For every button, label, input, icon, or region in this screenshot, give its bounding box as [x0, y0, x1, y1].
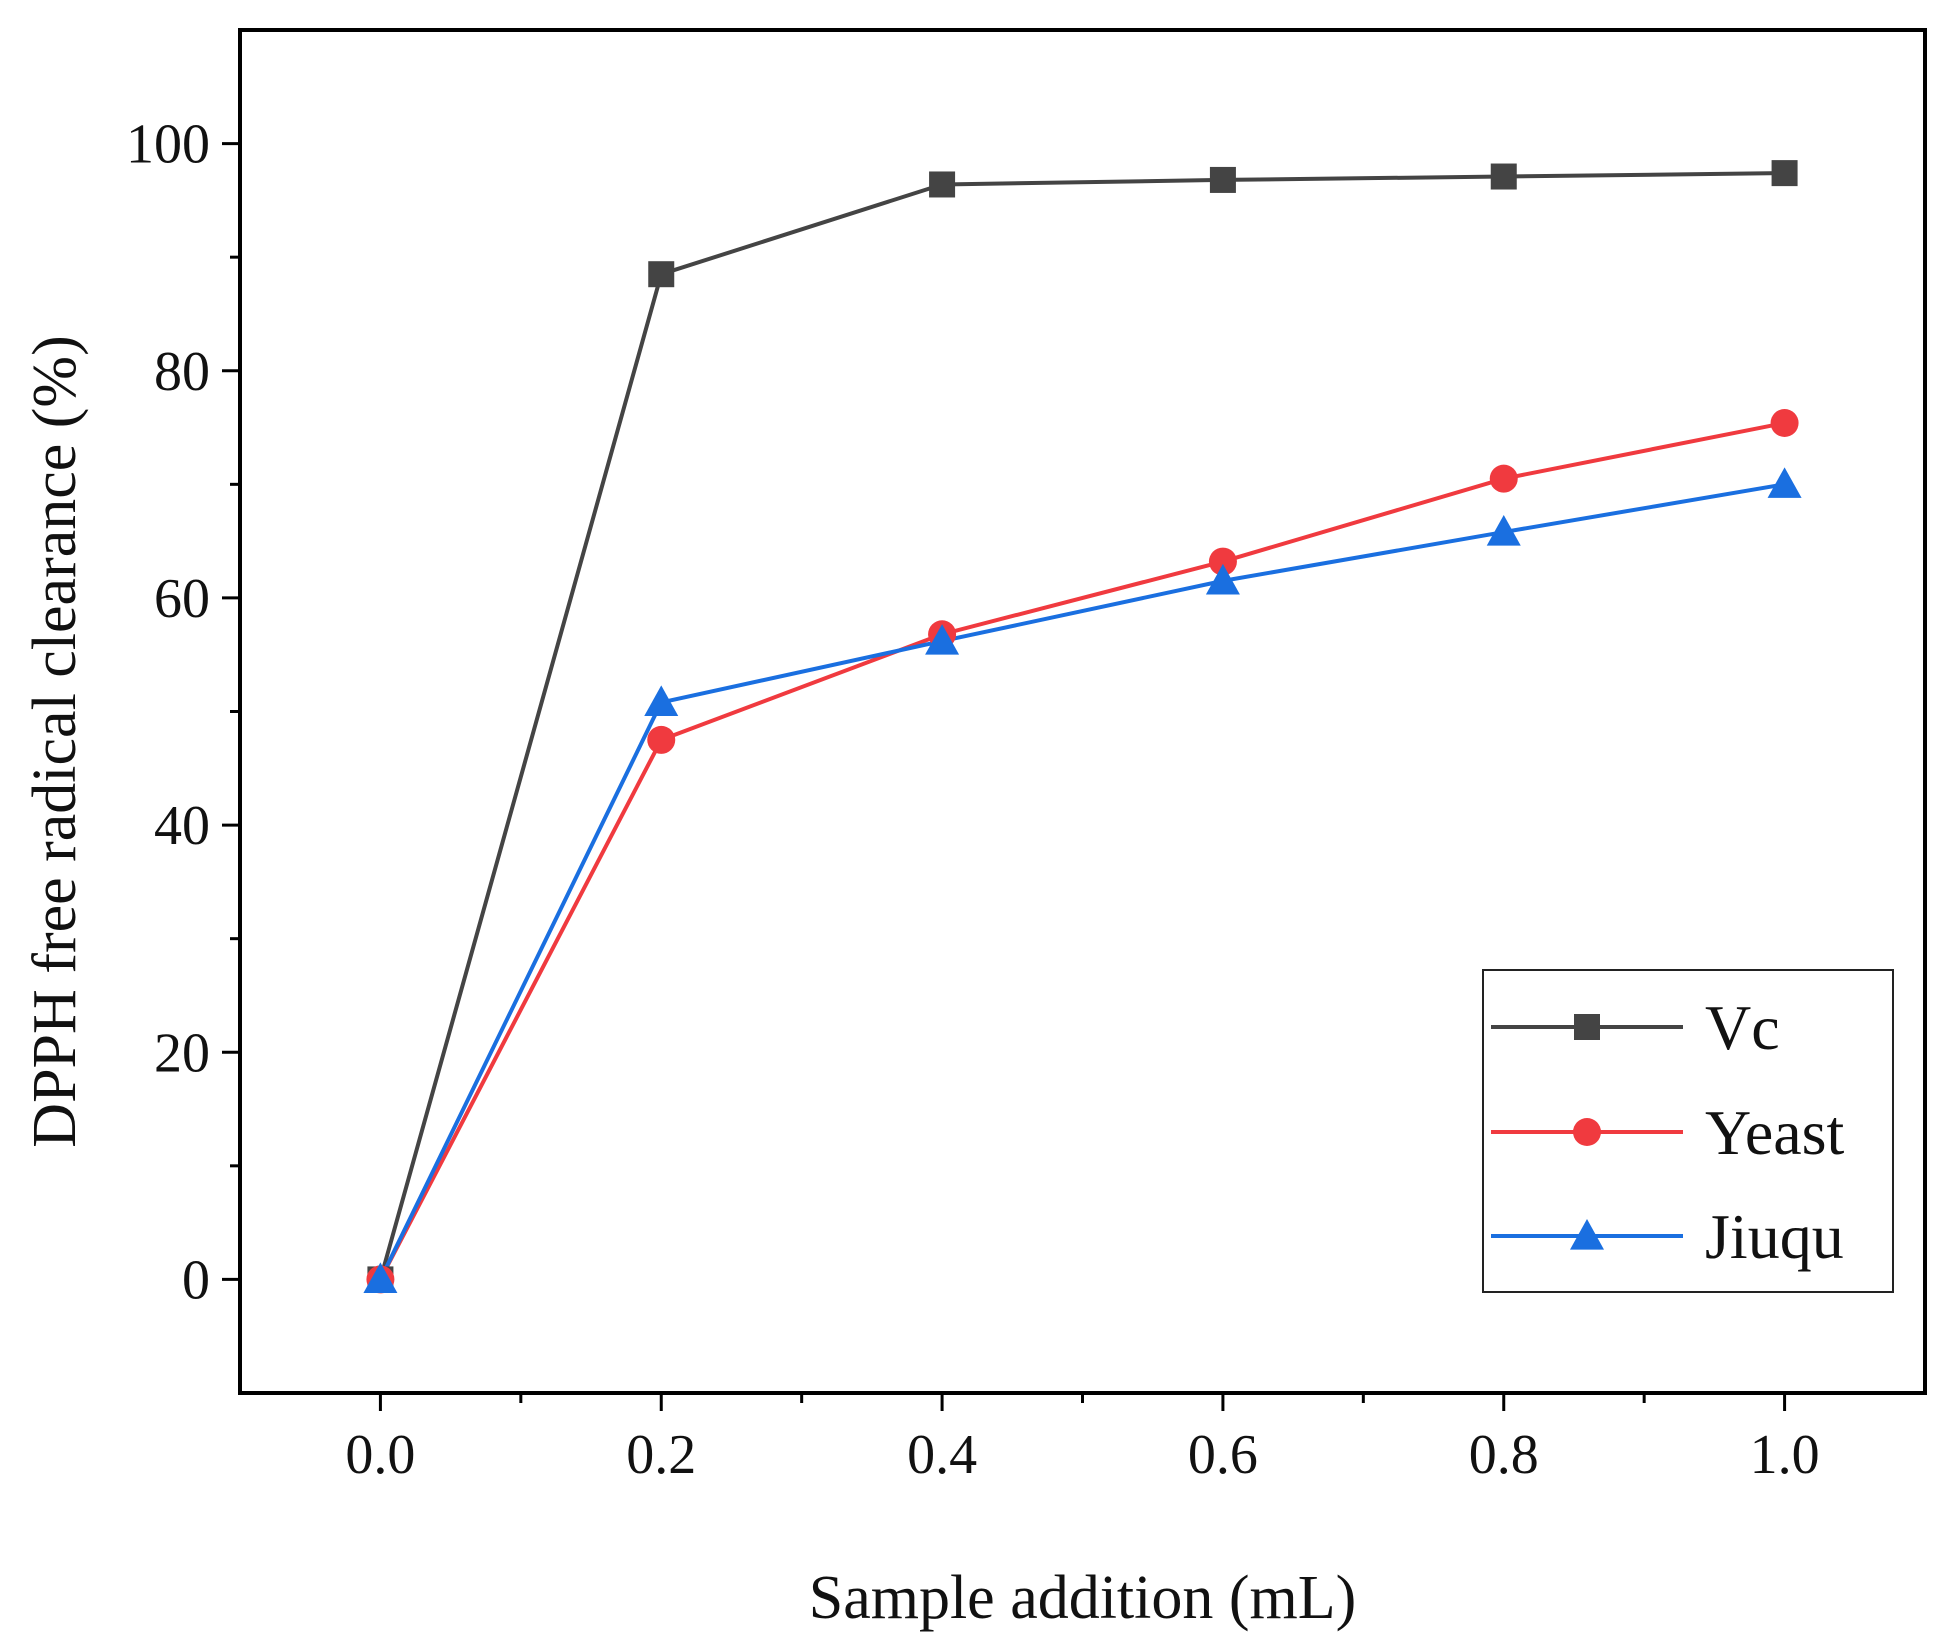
data-point-jiuqu: [644, 685, 679, 717]
y-tick-label: 80: [154, 341, 210, 403]
y-tick-label: 0: [182, 1249, 210, 1311]
y-tick-label: 60: [154, 568, 210, 630]
legend-label-jiuqu: Jiuqu: [1705, 1201, 1844, 1272]
data-point-yeast: [1489, 464, 1518, 493]
legend-label-yeast: Yeast: [1705, 1097, 1845, 1168]
data-point-jiuqu: [1205, 563, 1240, 595]
x-tick-label: 0.0: [345, 1424, 415, 1486]
series-line-yeast: [378, 421, 1785, 1281]
legend-marker-yeast: [1573, 1118, 1601, 1146]
data-point-jiuqu: [1486, 515, 1521, 546]
data-point-vc: [648, 261, 675, 288]
y-tick-label: 40: [154, 795, 210, 857]
data-point-vc: [1209, 166, 1236, 193]
x-tick-label: 0.2: [626, 1424, 696, 1486]
y-tick-label: 100: [126, 114, 210, 176]
series-line-jiuqu: [378, 482, 1785, 1281]
y-tick-label: 20: [154, 1022, 210, 1084]
data-point-yeast: [1208, 547, 1237, 576]
y-axis-title: DPPH free radical clearance (%): [21, 335, 89, 1147]
legend: Vc Yeast Jiuqu: [1482, 969, 1894, 1293]
data-point-jiuqu: [925, 624, 960, 655]
legend-marker-jiuqu: [1570, 1219, 1604, 1250]
data-point-vc: [1490, 163, 1517, 190]
x-axis-title: Sample addition (mL): [809, 1564, 1357, 1632]
x-tick-label: 0.8: [1469, 1424, 1539, 1486]
x-tick-label: 1.0: [1750, 1424, 1820, 1486]
series-line-vc: [378, 171, 1785, 1280]
data-point-vc: [1771, 160, 1798, 187]
legend-marker-vc: [1574, 1014, 1600, 1040]
x-tick-label: 0.6: [1188, 1424, 1258, 1486]
data-point-yeast: [647, 725, 676, 754]
data-point-yeast: [1770, 408, 1799, 437]
data-point-vc: [929, 171, 956, 198]
legend-label-vc: Vc: [1705, 992, 1780, 1063]
plot-area: 0.0 0.2 0.4 0.6 0.8 1.0 0 20 40 60 80 100: [126, 28, 1927, 1486]
data-point-jiuqu: [1767, 467, 1802, 498]
data-point-jiuqu: [363, 1262, 398, 1294]
x-tick-label: 0.4: [907, 1424, 977, 1486]
